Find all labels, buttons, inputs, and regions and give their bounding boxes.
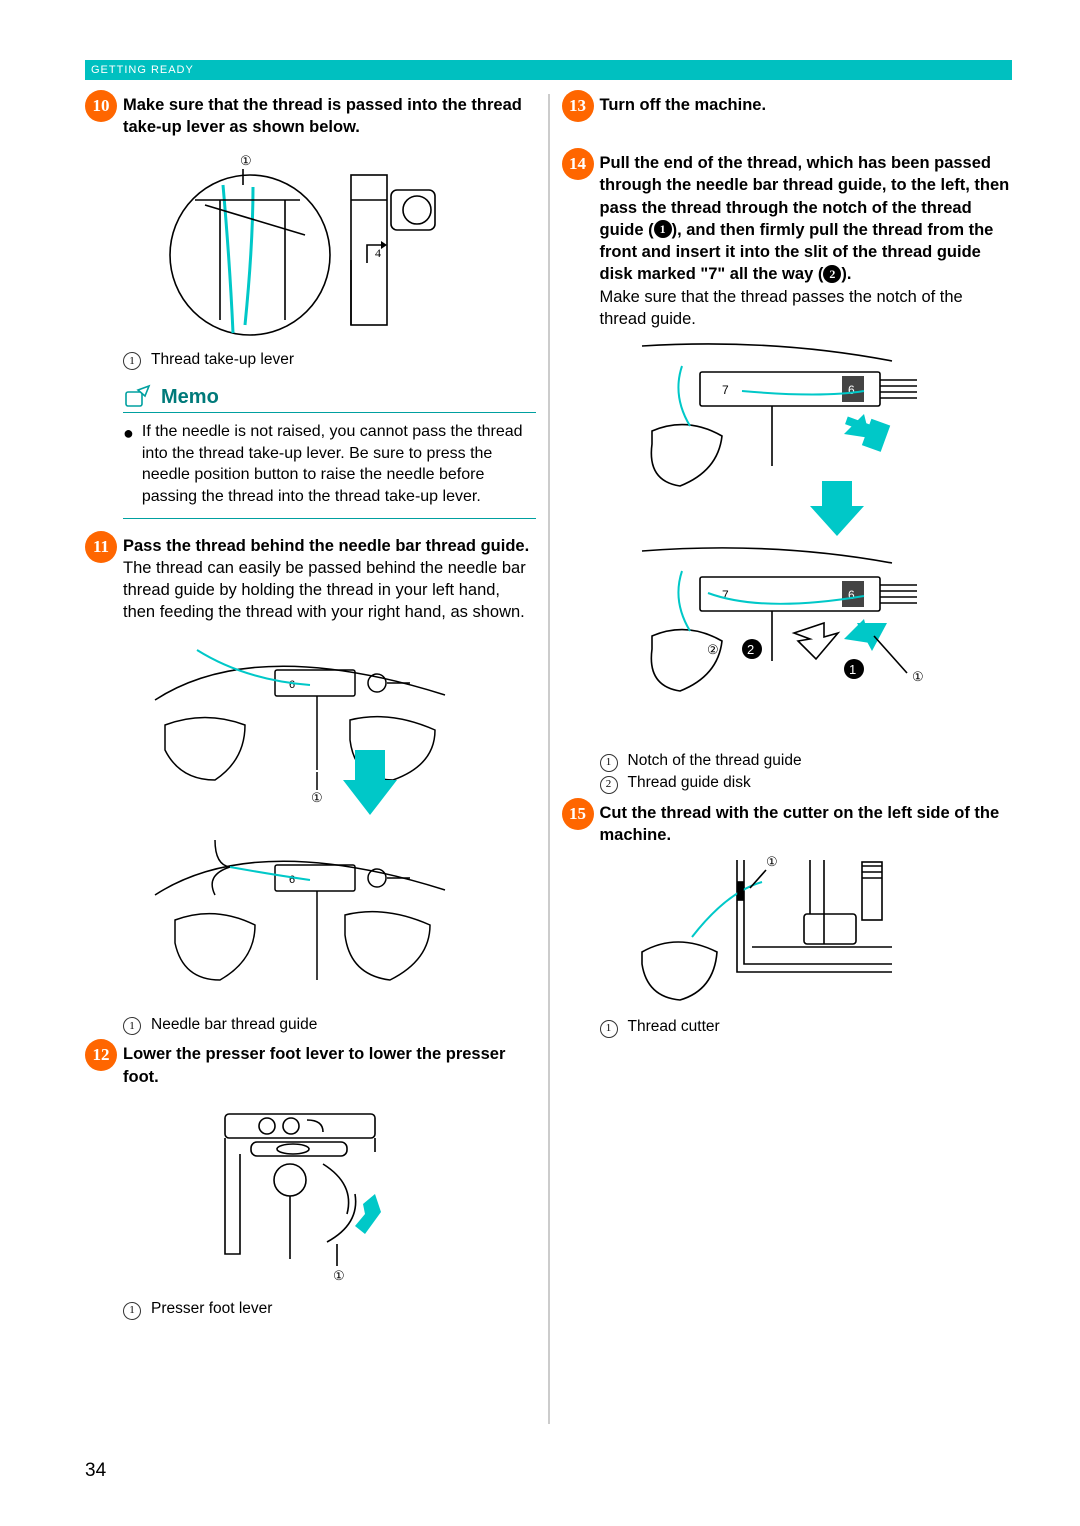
svg-text:1: 1 [849,662,856,677]
caption-text: Thread guide disk [628,772,751,794]
step-number-badge: 11 [85,531,117,563]
inline-ref-icon: 1 [654,220,672,238]
caption-text: Thread cutter [628,1016,720,1038]
section-header-bar: GETTING READY [85,60,1012,80]
section-label: GETTING READY [85,64,194,76]
svg-text:①: ① [766,854,778,869]
step-number-badge: 13 [562,90,594,122]
svg-text:2: 2 [747,642,754,657]
diagram-thread-guide-notch: 7 6 7 6 [612,336,942,746]
step-title: Make sure that the thread is passed into… [123,96,522,136]
step-15: 15 Cut the thread with the cutter on the… [562,802,1013,847]
svg-text:7: 7 [722,383,729,397]
page-number: 34 [85,1460,106,1482]
svg-text:②: ② [707,642,719,657]
step-title: Pass the thread behind the needle bar th… [123,535,536,557]
step-14: 14 Pull the end of the thread, which has… [562,152,1013,330]
svg-text:6: 6 [848,383,855,397]
svg-text:6: 6 [289,679,295,691]
memo-box: Memo ● If the needle is not raised, you … [123,384,536,518]
caption-text: Presser foot lever [151,1298,272,1320]
diagram-caption: 1 Thread take-up lever [123,349,536,371]
svg-text:①: ① [333,1268,345,1283]
memo-title: Memo [161,386,219,409]
caption-text: Thread take-up lever [151,349,294,371]
svg-text:①: ① [240,153,252,168]
step-11: 11 Pass the thread behind the needle bar… [85,535,536,624]
left-column: 10 Make sure that the thread is passed i… [85,94,536,1456]
step-number-badge: 14 [562,148,594,180]
right-column: 13 Turn off the machine. 14 Pull the end… [562,94,1013,1456]
svg-text:6: 6 [289,874,295,886]
svg-text:7: 7 [722,588,729,602]
step-number-badge: 12 [85,1039,117,1071]
diagram-presser-foot-lever: ① [205,1094,405,1294]
caption-text: Needle bar thread guide [151,1014,317,1036]
caption-number-icon: 1 [123,1302,141,1320]
svg-text:4: 4 [375,246,381,260]
inline-ref-icon: 2 [823,265,841,283]
caption-number-icon: 1 [600,1020,618,1038]
step-number-badge: 10 [85,90,117,122]
step-10: 10 Make sure that the thread is passed i… [85,94,536,139]
memo-icon [123,384,153,410]
step-title: Cut the thread with the cutter on the le… [600,804,1000,844]
diagram-caption: 1 Notch of the thread guide 2 Thread gui… [600,750,1013,793]
diagram-caption: 1 Thread cutter [600,1016,1013,1038]
caption-number-icon: 1 [123,352,141,370]
step-text: The thread can easily be passed behind t… [123,557,536,624]
two-column-layout: 10 Make sure that the thread is passed i… [85,94,1012,1456]
step-title: Pull the end of the thread, which has be… [600,154,1010,283]
diagram-caption: 1 Presser foot lever [123,1298,536,1320]
bullet-icon: ● [123,421,134,507]
diagram-thread-cutter: ① [632,852,902,1012]
step-13: 13 Turn off the machine. [562,94,1013,122]
caption-number-icon: 2 [600,776,618,794]
memo-body-text: If the needle is not raised, you cannot … [142,421,536,507]
step-text: Make sure that the thread passes the not… [600,286,1013,331]
step-number-badge: 15 [562,798,594,830]
svg-text:①: ① [912,669,924,684]
step-12: 12 Lower the presser foot lever to lower… [85,1043,536,1088]
svg-text:①: ① [311,790,323,805]
caption-text: Notch of the thread guide [628,750,802,772]
diagram-caption: 1 Needle bar thread guide [123,1014,536,1036]
diagram-needle-bar-guide: 6 ① 6 [135,630,465,1010]
column-divider [548,94,550,1424]
svg-text:6: 6 [848,588,855,602]
caption-number-icon: 1 [123,1017,141,1035]
diagram-thread-take-up-lever: 4 ① [135,145,455,345]
caption-number-icon: 1 [600,754,618,772]
step-title: Turn off the machine. [600,96,767,114]
step-title: Lower the presser foot lever to lower th… [123,1045,505,1085]
